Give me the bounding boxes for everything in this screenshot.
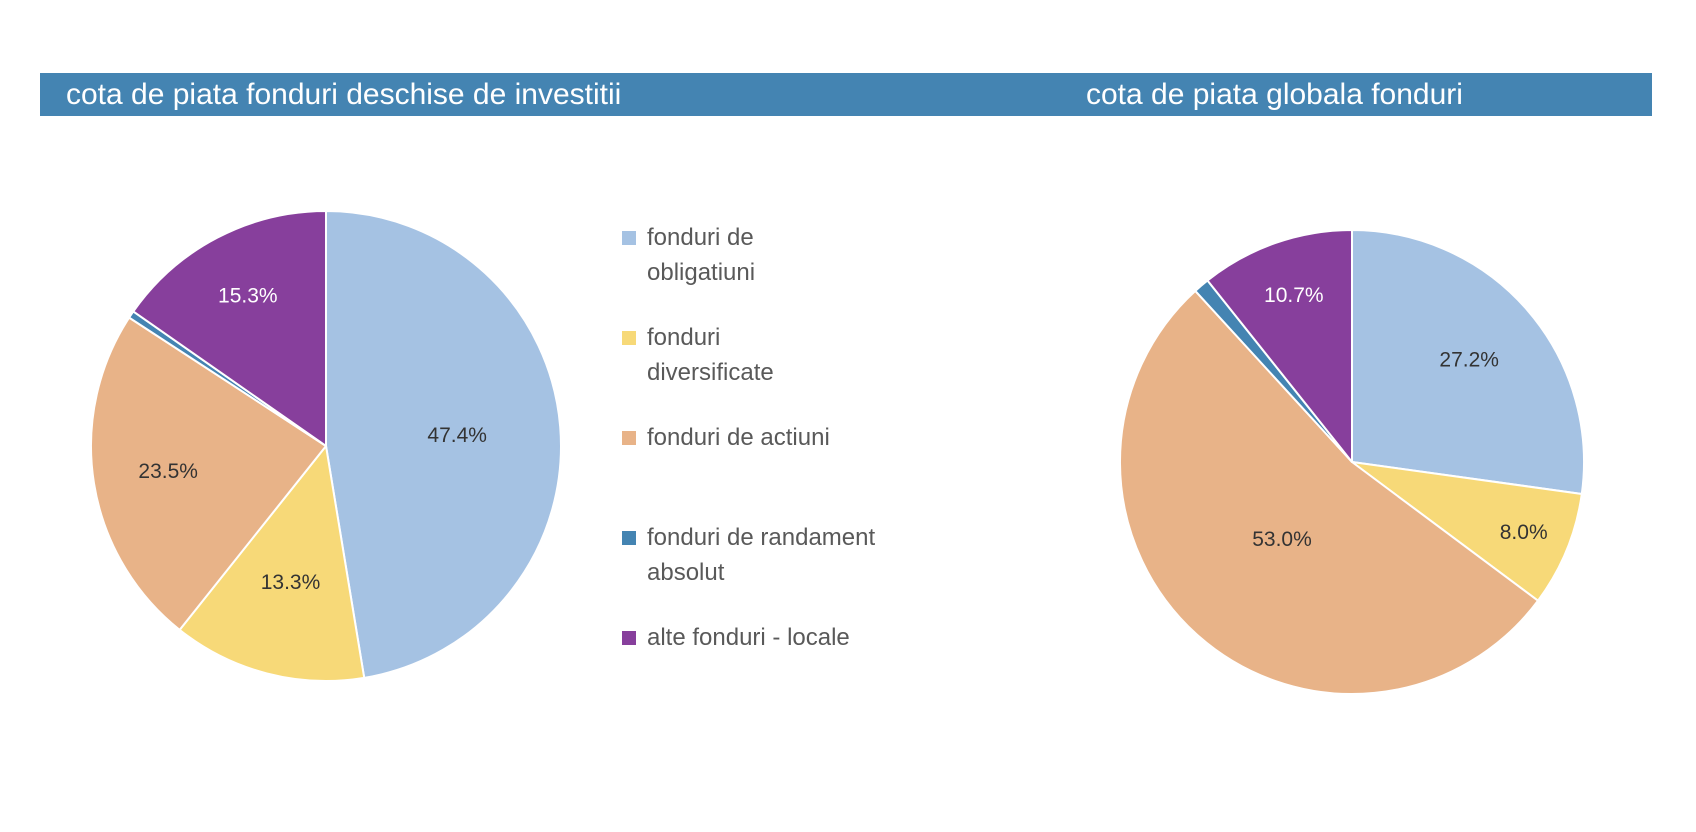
legend-item-fonduri-diversificate: fonduri diversificate [622,320,817,390]
pie-slice-alte-fonduri-locale [1206,229,1353,463]
data-label-fonduri-de-actiuni: 53.0% [1252,528,1312,551]
legend-label: fonduri de obligatiuni [647,224,756,286]
pie-slice-alte-fonduri-locale [132,210,327,447]
chart-title-global-funds: cota de piata globala fonduri [1086,78,1463,111]
chart-header-bar: cota de piata fonduri deschise de invest… [40,73,1652,116]
legend-swatch-icon [622,231,636,245]
legend-swatch-icon [622,531,636,545]
legend-item-fonduri-de-randament-absolut: fonduri de randament absolut [622,520,897,590]
data-label-alte-fonduri-locale: 15.3% [218,285,278,308]
pie-slice-fonduri-diversificate [1351,461,1583,602]
legend-label: fonduri de randament absolut [647,524,876,586]
legend-label: fonduri diversificate [647,324,774,386]
legend-swatch-icon [622,331,636,345]
data-label-fonduri-de-obligatiuni: 27.2% [1439,348,1499,371]
pie-slice-fonduri-de-actiuni [1118,289,1539,696]
pie-slice-fonduri-de-obligatiuni [325,210,562,679]
legend-label: alte fonduri - locale [647,624,850,651]
chart-title-open-funds: cota de piata fonduri deschise de invest… [66,78,622,111]
data-label-fonduri-de-actiuni: 23.5% [138,460,198,483]
data-label-fonduri-diversificate: 8.0% [1500,521,1548,544]
data-label-fonduri-diversificate: 13.3% [261,571,321,594]
data-label-fonduri-de-obligatiuni: 47.4% [427,424,487,447]
legend-label: fonduri de actiuni [647,424,830,451]
pie-slice-fonduri-de-obligatiuni [1351,229,1585,495]
pie-slice-fonduri-de-actiuni [90,316,327,631]
data-label-alte-fonduri-locale: 10.7% [1264,284,1324,307]
legend-item-alte-fonduri-locale: alte fonduri - locale [622,620,907,655]
pie-chart-global-funds: 27.2% 8.0% 53.0% 10.7% [1118,229,1585,696]
legend-item-fonduri-de-obligatiuni: fonduri de obligatiuni [622,220,787,290]
legend-item-fonduri-de-actiuni: fonduri de actiuni [622,420,907,455]
pie-chart-open-funds: 47.4% 13.3% 23.5% 15.3% [90,210,562,682]
legend-swatch-icon [622,631,636,645]
pie-slice-fonduri-diversificate [178,445,366,682]
legend-swatch-icon [622,431,636,445]
